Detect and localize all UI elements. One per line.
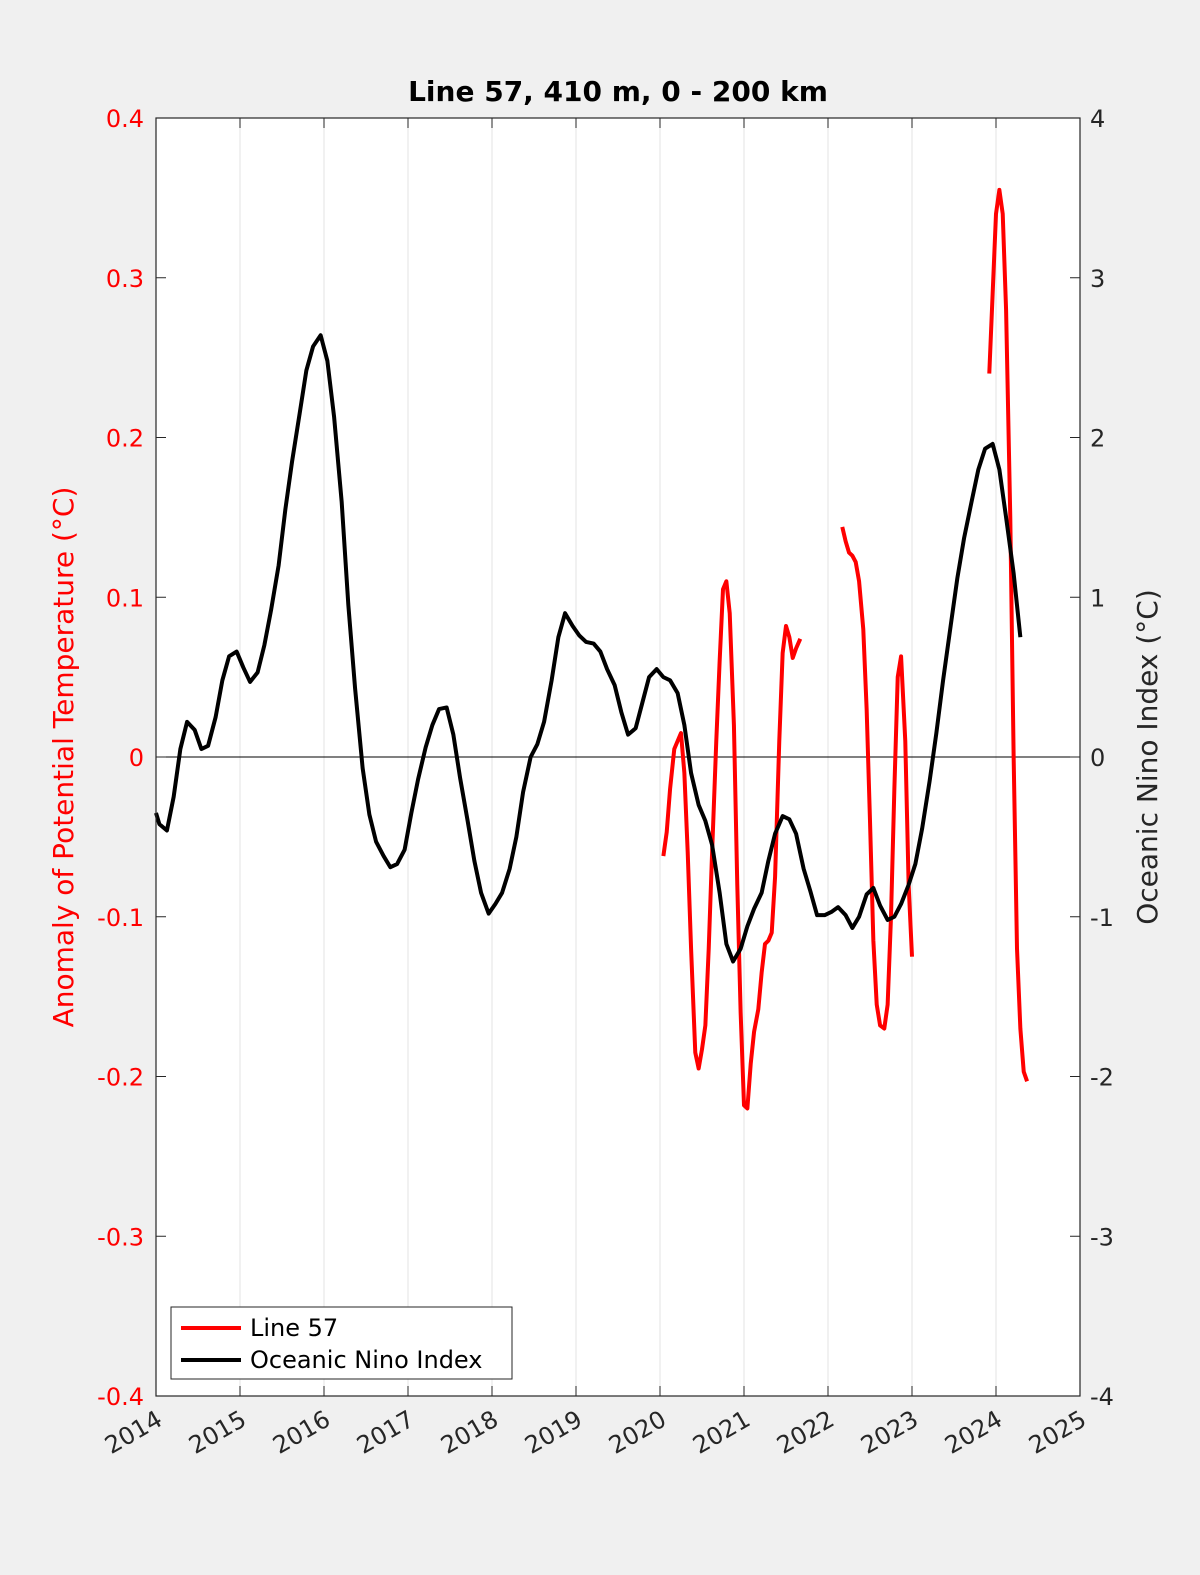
legend-label-line57: Line 57 (250, 1314, 338, 1342)
right-y-tick-label: 1 (1090, 584, 1105, 612)
right-y-tick-label: 3 (1090, 265, 1105, 293)
left-y-tick-label: -0.2 (97, 1064, 144, 1092)
right-y-tick-label: 0 (1090, 744, 1105, 772)
right-y-tick-label: -3 (1090, 1223, 1114, 1251)
legend-box (170, 1306, 513, 1380)
right-y-tick-label: 4 (1090, 105, 1105, 133)
legend-label-oni: Oceanic Nino Index (250, 1346, 482, 1374)
left-y-tick-label: -0.1 (97, 904, 144, 932)
legend: Line 57 Oceanic Nino Index (170, 1306, 513, 1380)
oceanic-nino-index-series (154, 333, 1023, 964)
axis-ticks (155, 117, 1081, 1397)
left-axis-label: Anomaly of Potential Temperature (°C) (47, 487, 80, 1028)
right-axis-label: Oceanic Nino Index (°C) (1131, 589, 1164, 925)
chart-title: Line 57, 410 m, 0 - 200 km (408, 75, 828, 108)
left-y-tick-label: 0.2 (106, 425, 144, 453)
left-y-tick-label: -0.3 (97, 1223, 144, 1251)
line57-series-segment-1 (661, 579, 803, 1111)
right-y-tick-label: -2 (1090, 1064, 1114, 1092)
left-y-tick-label: 0.4 (106, 105, 144, 133)
left-y-tick-label: -0.4 (97, 1383, 144, 1411)
right-y-tick-label: -4 (1090, 1383, 1114, 1411)
right-y-tick-label: 2 (1090, 425, 1105, 453)
right-y-tick-label: -1 (1090, 904, 1114, 932)
line57-series-segment-2 (840, 526, 914, 1031)
left-y-tick-label: 0.1 (106, 584, 144, 612)
line57-series-segment-3 (987, 187, 1029, 1082)
left-y-tick-label: 0.3 (106, 265, 144, 293)
left-y-tick-label: 0 (129, 744, 144, 772)
series-layer (154, 187, 1029, 1111)
